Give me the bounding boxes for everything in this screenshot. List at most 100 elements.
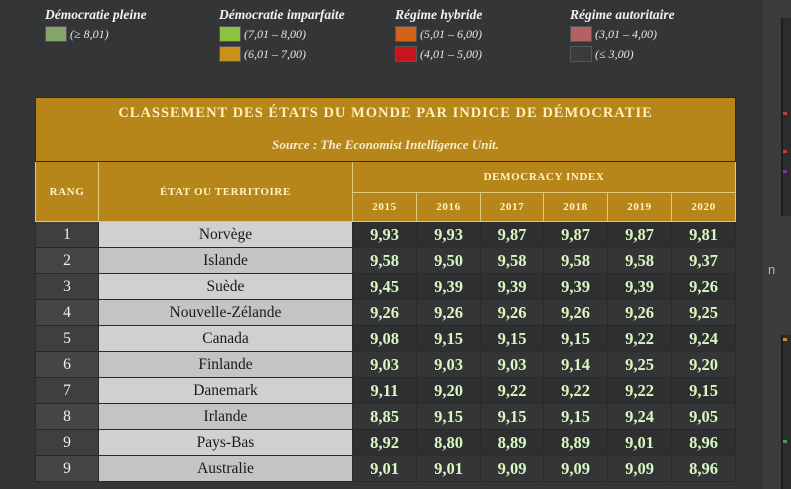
index-value-cell: 9,09: [543, 455, 608, 482]
index-value-cell: 9,26: [607, 299, 672, 326]
legend-range: (3,01 – 4,00): [595, 26, 657, 41]
rank-cell: 1: [35, 221, 99, 248]
legend-swatch: [219, 46, 241, 62]
index-value-cell: 8,92: [352, 429, 417, 456]
index-value-cell: 9,26: [416, 299, 481, 326]
legend-title: Démocratie pleine: [45, 7, 147, 22]
column-header-year: 2019: [607, 192, 672, 222]
rank-cell: 3: [35, 273, 99, 300]
index-value-cell: 9,25: [607, 351, 672, 378]
index-value-cell: 9,15: [480, 325, 544, 352]
index-value-cell: 9,15: [416, 325, 481, 352]
index-value-cell: 8,85: [352, 403, 417, 430]
index-value-cell: 9,26: [352, 299, 417, 326]
index-value-cell: 9,50: [416, 247, 481, 274]
adjacent-panel-mark: [783, 112, 787, 115]
state-name-cell: Norvège: [98, 221, 353, 248]
index-value-cell: 9,01: [416, 455, 481, 482]
legend-item: (3,01 – 4,00): [570, 24, 675, 44]
index-value-cell: 9,58: [480, 247, 544, 274]
index-value-cell: 9,39: [480, 273, 544, 300]
index-value-cell: 9,26: [480, 299, 544, 326]
rank-cell: 8: [35, 403, 99, 430]
index-value-cell: 9,09: [607, 455, 672, 482]
index-value-cell: 9,15: [670, 377, 737, 404]
table-source: Source : The Economist Intelligence Unit…: [272, 137, 499, 152]
index-value-cell: 9,87: [607, 221, 672, 248]
state-name-cell: Finlande: [98, 351, 353, 378]
index-value-cell: 9,58: [543, 247, 608, 274]
legend-range: (7,01 – 8,00): [244, 26, 306, 41]
index-value-cell: 9,45: [352, 273, 417, 300]
legend-item: (7,01 – 8,00): [219, 24, 345, 44]
index-value-cell: 9,22: [480, 377, 544, 404]
index-value-cell: 8,89: [543, 429, 608, 456]
rank-cell: 6: [35, 351, 99, 378]
democracy-index-table: CLASSEMENT DES ÉTATS DU MONDE PAR INDICE…: [34, 97, 737, 482]
index-value-cell: 9,87: [480, 221, 544, 248]
legend-range: (6,01 – 7,00): [244, 46, 306, 61]
rank-cell: 7: [35, 377, 99, 404]
index-value-cell: 9,87: [543, 221, 608, 248]
column-header-state: ÉTAT OU TERRITOIRE: [98, 161, 353, 222]
index-value-cell: 9,81: [670, 221, 737, 248]
index-value-cell: 9,05: [670, 403, 737, 430]
state-name-cell: Canada: [98, 325, 353, 352]
legend-item: (6,01 – 7,00): [219, 44, 345, 64]
index-value-cell: 8,96: [670, 455, 737, 482]
rank-cell: 5: [35, 325, 99, 352]
legend-swatch: [45, 26, 67, 42]
column-header-year: 2015: [352, 192, 417, 222]
table-row: 4 Nouvelle-Zélande 9,26 9,26 9,26 9,26 9,26 9,2…: [35, 299, 737, 326]
legend-item: (≥ 8,01): [45, 24, 147, 44]
column-header-year: 2020: [670, 192, 737, 222]
index-value-cell: 9,58: [352, 247, 417, 274]
state-name-cell: Pays-Bas: [98, 429, 353, 456]
index-value-cell: 8,89: [480, 429, 544, 456]
index-value-cell: 9,20: [670, 351, 737, 378]
table-title: CLASSEMENT DES ÉTATS DU MONDE PAR INDICE…: [118, 105, 653, 121]
state-name-cell: Suède: [98, 273, 353, 300]
column-header-year: 2018: [543, 192, 608, 222]
index-value-cell: 9,24: [607, 403, 672, 430]
table-row: 1 Norvège 9,93 9,93 9,87 9,87 9,87 9,81: [35, 221, 737, 248]
legend-range: (5,01 – 6,00): [420, 26, 482, 41]
index-value-cell: 9,22: [543, 377, 608, 404]
adjacent-panel-mark: [783, 440, 787, 443]
legend-item: (4,01 – 5,00): [395, 44, 482, 64]
index-value-cell: 8,96: [670, 429, 737, 456]
index-value-cell: 9,25: [670, 299, 737, 326]
legend-title: Démocratie imparfaite: [219, 7, 345, 22]
index-value-cell: 9,03: [480, 351, 544, 378]
legend-flawed-democracy: Démocratie imparfaite (7,01 – 8,00) (6,0…: [219, 6, 345, 64]
rank-cell: 9: [35, 455, 99, 482]
index-value-cell: 9,14: [543, 351, 608, 378]
legend-swatch: [395, 26, 417, 42]
legend-swatch: [219, 26, 241, 42]
legend-title: Régime hybride: [395, 7, 483, 22]
adjacent-text-fragment: n: [768, 262, 776, 277]
index-value-cell: 9,15: [543, 403, 608, 430]
legend-item: (5,01 – 6,00): [395, 24, 482, 44]
adjacent-panel-mark: [783, 338, 787, 341]
index-value-cell: 9,20: [416, 377, 481, 404]
rank-cell: 4: [35, 299, 99, 326]
legend-swatch: [395, 46, 417, 62]
legend-hybrid-regime: Régime hybride (5,01 – 6,00) (4,01 – 5,0…: [395, 6, 482, 64]
index-value-cell: 9,11: [352, 377, 417, 404]
index-value-cell: 9,39: [543, 273, 608, 300]
index-value-cell: 9,15: [543, 325, 608, 352]
index-value-cell: 9,93: [416, 221, 481, 248]
adjacent-panel-mark: [783, 170, 787, 173]
legend-full-democracy: Démocratie pleine (≥ 8,01): [45, 6, 147, 44]
index-value-cell: 9,93: [352, 221, 417, 248]
state-name-cell: Danemark: [98, 377, 353, 404]
table-row: 9 Pays-Bas 8,92 8,80 8,89 8,89 9,01 8,96: [35, 429, 737, 456]
legend: Démocratie pleine (≥ 8,01) Démocratie im…: [0, 6, 760, 66]
table-row: 5 Canada 9,08 9,15 9,15 9,15 9,22 9,24: [35, 325, 737, 352]
index-value-cell: 9,26: [543, 299, 608, 326]
adjacent-panel-bottom: [781, 335, 791, 489]
index-value-cell: 9,01: [607, 429, 672, 456]
index-value-cell: 9,24: [670, 325, 737, 352]
index-value-cell: 9,03: [352, 351, 417, 378]
